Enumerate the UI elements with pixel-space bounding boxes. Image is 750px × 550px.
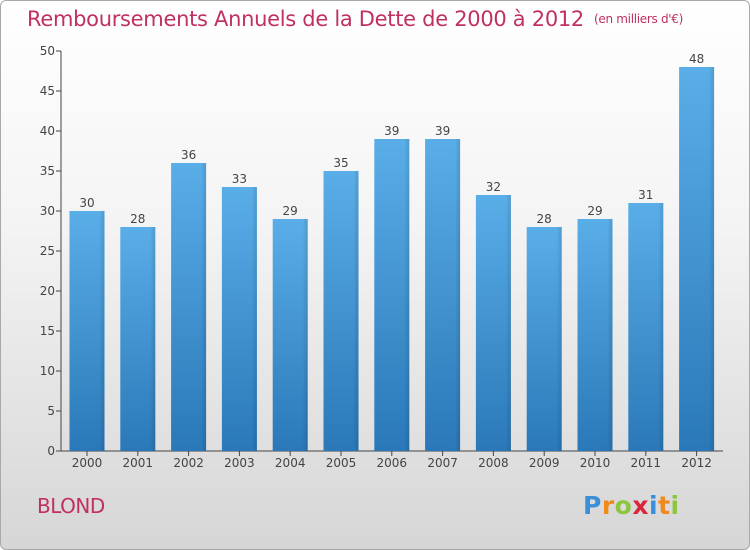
data-label: 33 [232, 172, 247, 186]
data-label: 28 [537, 212, 552, 226]
x-tick-label: 2010 [580, 456, 611, 470]
y-tick-label: 40 [40, 124, 55, 138]
y-tick-label: 45 [40, 84, 55, 98]
y-tick-label: 0 [47, 444, 55, 458]
x-tick-label: 2008 [478, 456, 509, 470]
y-tick-label: 35 [40, 164, 55, 178]
y-tick-label: 30 [40, 204, 55, 218]
x-tick-label: 2007 [427, 456, 458, 470]
data-label: 35 [333, 156, 348, 170]
y-tick-label: 50 [40, 44, 55, 58]
chart-unit: (en milliers d'€) [594, 12, 684, 26]
data-label: 48 [689, 52, 704, 66]
bar-shade [323, 171, 359, 451]
axes: 0 5 10 15 20 25 30 35 40 45 50 2000 2001 2002 2003 2004… [40, 44, 723, 470]
x-tick-label: 2012 [681, 456, 712, 470]
data-label: 30 [79, 196, 94, 210]
y-tick-label: 5 [47, 404, 55, 418]
data-labels: 30 28 36 33 29 35 39 39 32 28 29 31 48 [79, 52, 704, 226]
commune-name: BLOND [37, 494, 105, 518]
bar-shade [526, 227, 562, 451]
x-tick-label: 2001 [123, 456, 154, 470]
bars [69, 67, 715, 451]
bar-shade [679, 67, 715, 451]
data-label: 36 [181, 148, 196, 162]
y-tick-label: 20 [40, 284, 55, 298]
chart-title-text: Remboursements Annuels de la Dette de 20… [27, 7, 584, 31]
x-tick-label: 2003 [224, 456, 255, 470]
y-tick-label: 15 [40, 324, 55, 338]
logo-letter: x [632, 491, 649, 520]
y-tick-label: 10 [40, 364, 55, 378]
bar-shade [272, 219, 308, 451]
bar-shade [221, 187, 257, 451]
x-tick-label: 2011 [631, 456, 662, 470]
logo-letter: r [601, 491, 615, 520]
logo-letter: o [614, 491, 633, 520]
data-label: 39 [435, 124, 450, 138]
chart-title: Remboursements Annuels de la Dette de 20… [27, 7, 683, 31]
logo-letter: t [658, 491, 671, 520]
bar-shade [120, 227, 156, 451]
data-label: 29 [587, 204, 602, 218]
data-label: 39 [384, 124, 399, 138]
data-label: 28 [130, 212, 145, 226]
logo-letter: P [583, 491, 602, 520]
proxiti-logo: Proxiti [583, 491, 680, 520]
x-tick-label: 2005 [326, 456, 357, 470]
data-label: 29 [283, 204, 298, 218]
x-tick-label: 2002 [173, 456, 204, 470]
data-label: 32 [486, 180, 501, 194]
data-label: 31 [638, 188, 653, 202]
bar-shade [171, 163, 207, 451]
bar-shade [475, 195, 511, 451]
x-tick-label: 2004 [275, 456, 306, 470]
x-tick-label: 2000 [72, 456, 103, 470]
bar-shade [628, 203, 664, 451]
x-tick-label: 2009 [529, 456, 560, 470]
logo-letter: i [670, 491, 680, 520]
bar-shade [425, 139, 461, 451]
y-tick-label: 25 [40, 244, 55, 258]
logo-letter: i [649, 491, 659, 520]
bar-shade [577, 219, 613, 451]
bar-shade [374, 139, 410, 451]
x-tick-label: 2006 [377, 456, 408, 470]
bar-shade [69, 211, 105, 451]
